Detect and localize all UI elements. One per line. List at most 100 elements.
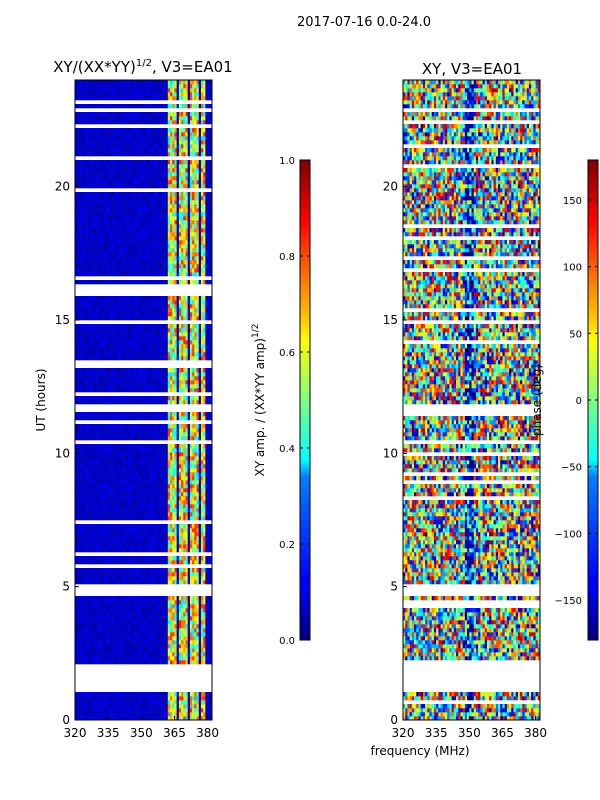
heatmap-cell	[176, 616, 180, 621]
heatmap-cell	[163, 692, 166, 697]
heatmap-cell	[205, 624, 208, 629]
heatmap-cell	[94, 544, 98, 549]
heatmap-cell	[147, 328, 151, 333]
heatmap-cell	[90, 344, 93, 349]
heatmap-cell	[110, 424, 113, 429]
heatmap-cell	[125, 692, 129, 697]
heatmap-cell	[189, 572, 193, 577]
heatmap-cell	[209, 492, 213, 497]
heatmap-cell	[105, 656, 109, 661]
heatmap-cell	[207, 632, 211, 637]
heatmap-cell	[99, 416, 102, 421]
heatmap-cell	[189, 456, 193, 461]
heatmap-cell	[141, 632, 144, 637]
heatmap-cell	[123, 468, 127, 473]
heatmap-cell	[108, 516, 111, 521]
heatmap-cell	[189, 324, 193, 329]
heatmap-cell	[167, 572, 171, 577]
heatmap-cell	[101, 468, 105, 473]
heatmap-cell	[88, 532, 91, 537]
heatmap-cell	[125, 640, 129, 645]
heatmap-cell	[196, 368, 200, 373]
heatmap-cell	[105, 648, 109, 653]
heatmap-cell	[174, 632, 177, 637]
heatmap-cell	[134, 524, 138, 529]
heatmap-cell	[128, 692, 131, 697]
heatmap-cell	[196, 428, 200, 433]
heatmap-cell	[90, 312, 93, 317]
heatmap-cell	[172, 612, 175, 617]
heatmap-cell	[99, 344, 102, 349]
heatmap-cell	[207, 640, 211, 645]
heatmap-cell	[143, 372, 147, 377]
heatmap-cell	[172, 648, 175, 653]
heatmap-cell	[116, 388, 120, 393]
heatmap-cell	[139, 372, 142, 377]
heatmap-cell	[81, 536, 85, 541]
heatmap-cell	[141, 516, 144, 521]
heatmap-cell	[163, 612, 166, 617]
heatmap-cell	[81, 352, 85, 357]
heatmap-cell	[163, 424, 166, 429]
heatmap-cell	[130, 696, 133, 701]
heatmap-cell	[83, 580, 87, 585]
heatmap-cell	[200, 464, 204, 469]
heatmap-cell	[183, 512, 186, 517]
heatmap-cell	[130, 384, 133, 389]
heatmap-cell	[114, 464, 118, 469]
heatmap-cell	[192, 716, 195, 721]
heatmap-cell	[154, 500, 158, 505]
heatmap-cell	[192, 696, 195, 701]
heatmap-cell	[167, 524, 171, 529]
heatmap-cell	[116, 412, 120, 417]
heatmap-cell	[77, 344, 80, 349]
heatmap-cell	[161, 496, 164, 501]
heatmap-cell	[119, 636, 122, 641]
heatmap-cell	[167, 528, 171, 533]
heatmap-cell	[112, 468, 116, 473]
heatmap-cell	[189, 472, 193, 477]
heatmap-cell	[132, 716, 135, 721]
heatmap-cell	[108, 448, 111, 453]
heatmap-cell	[150, 508, 153, 513]
heatmap-cell	[167, 448, 171, 453]
heatmap-cell	[121, 620, 124, 625]
heatmap-cell	[145, 508, 149, 513]
heatmap-cell	[103, 328, 107, 333]
heatmap-cell	[176, 556, 180, 561]
heatmap-cell	[139, 608, 142, 613]
heatmap-cell	[189, 424, 193, 429]
heatmap-cell	[178, 496, 182, 501]
heatmap-cell	[108, 512, 111, 517]
heatmap-cell	[108, 536, 111, 541]
heatmap-cell	[130, 456, 133, 461]
heatmap-cell	[128, 612, 131, 617]
heatmap-cell	[101, 456, 105, 461]
heatmap-cell	[205, 348, 208, 353]
heatmap-cell	[176, 712, 180, 717]
heatmap-cell	[88, 712, 91, 717]
heatmap-cell	[112, 576, 116, 581]
heatmap-cell	[86, 384, 89, 389]
heatmap-cell	[77, 544, 80, 549]
heatmap-cell	[103, 376, 107, 381]
heatmap-cell	[192, 352, 195, 357]
heatmap-cell	[77, 600, 80, 605]
heatmap-cell	[81, 656, 85, 661]
heatmap-cell	[134, 496, 138, 501]
heatmap-cell	[134, 448, 138, 453]
heatmap-cell	[181, 536, 184, 541]
heatmap-cell	[88, 708, 91, 713]
heatmap-cell	[90, 692, 93, 697]
heatmap-cell	[101, 708, 105, 713]
heatmap-cell	[189, 484, 193, 489]
heatmap-cell	[200, 356, 204, 361]
heatmap-cell	[209, 460, 213, 465]
heatmap-cell	[174, 436, 177, 441]
heatmap-cell	[112, 496, 116, 501]
heatmap-cell	[198, 608, 202, 613]
heatmap-cell	[75, 468, 78, 473]
heatmap-cell	[114, 480, 118, 485]
heatmap-cell	[165, 376, 169, 381]
heatmap-cell	[97, 492, 100, 497]
